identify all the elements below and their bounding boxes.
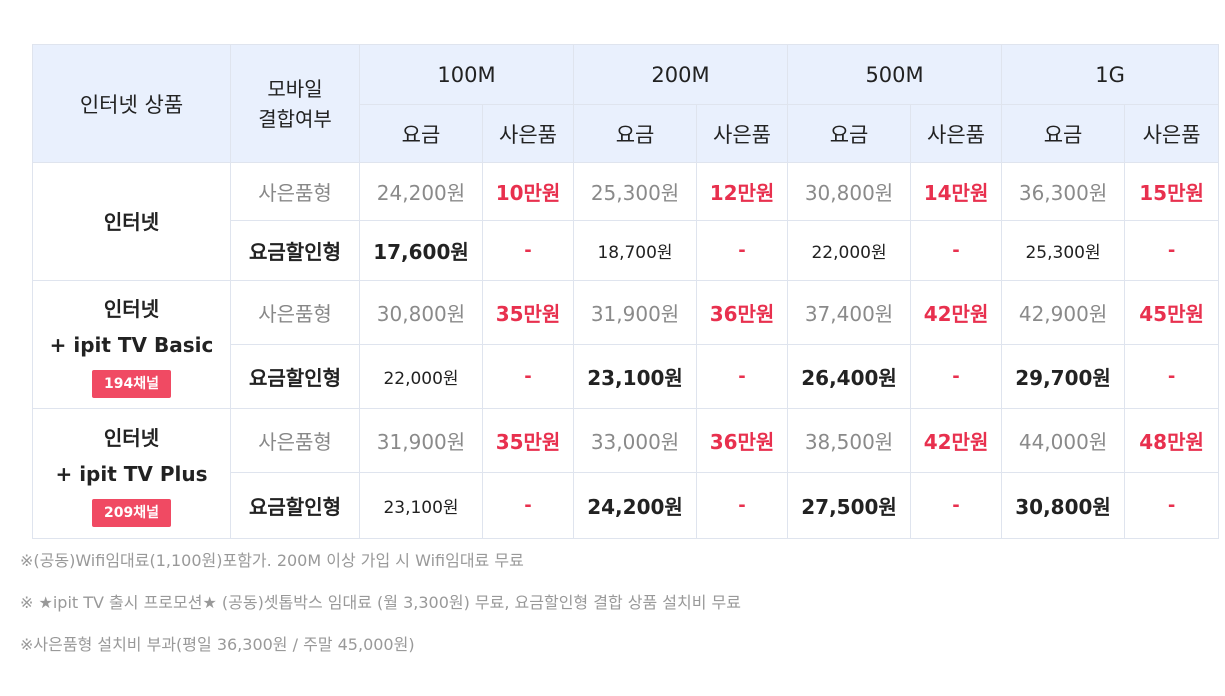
header-mobile-combo: 모바일 결합여부 xyxy=(230,44,360,163)
price-cell: 26,400원 xyxy=(787,344,912,409)
product-cell: 인터넷 + ipit TV Plus 209채널 xyxy=(32,408,231,539)
price-cell: 37,400원 xyxy=(787,280,912,345)
price-cell: 30,800원 xyxy=(359,280,483,345)
price-cell: 31,900원 xyxy=(573,280,698,345)
product-cell: 인터넷 + ipit TV Basic 194채널 xyxy=(32,280,231,409)
plan-type-discount: 요금할인형 xyxy=(230,472,360,539)
note-promotion: ※ ★ipit TV 출시 프로모션★ (공동)셋톱박스 임대료 (월 3,30… xyxy=(20,593,741,612)
price-cell: 24,200원 xyxy=(573,472,698,539)
price-cell: 22,000원 xyxy=(359,344,483,409)
product-addon: + ipit TV Plus xyxy=(55,461,208,486)
price-cell: 29,700원 xyxy=(1001,344,1126,409)
gift-cell: 45만원 xyxy=(1124,280,1220,345)
channel-badge: 209채널 xyxy=(92,498,171,527)
plan-type-discount: 요금할인형 xyxy=(230,220,360,281)
price-cell: 30,800원 xyxy=(787,162,912,221)
gift-cell: - xyxy=(481,344,575,409)
price-cell: 25,300원 xyxy=(573,162,698,221)
price-cell: 27,500원 xyxy=(787,472,912,539)
header-product: 인터넷 상품 xyxy=(32,44,231,163)
header-mobile-line1: 모바일 xyxy=(267,76,323,101)
gift-cell: 35만원 xyxy=(481,408,575,473)
header-mobile-line2: 결합여부 xyxy=(258,106,332,131)
plan-type-gift: 사은품형 xyxy=(230,408,360,473)
gift-cell: 35만원 xyxy=(481,280,575,345)
gift-cell: - xyxy=(910,344,1003,409)
header-speed-500m: 500M xyxy=(787,44,1003,105)
product-name: 인터넷 xyxy=(103,296,160,321)
price-cell: 38,500원 xyxy=(787,408,912,473)
gift-cell: - xyxy=(910,472,1003,539)
table-row: 인터넷 사은품형 24,200원 10만원 25,300원 12만원 30,80… xyxy=(32,162,1220,281)
gift-cell: - xyxy=(481,220,575,281)
product-cell: 인터넷 xyxy=(32,162,231,281)
gift-cell: 12만원 xyxy=(696,162,789,221)
price-cell: 24,200원 xyxy=(359,162,483,221)
header-fee: 요금 xyxy=(787,104,912,163)
channel-badge: 194채널 xyxy=(92,369,171,398)
product-name: 인터넷 xyxy=(103,425,160,450)
gift-cell: - xyxy=(1124,472,1220,539)
price-cell: 17,600원 xyxy=(359,220,483,281)
product-name: 인터넷 xyxy=(103,209,160,234)
table-row: 인터넷 + ipit TV Basic 194채널 사은품형 30,800원 3… xyxy=(32,280,1220,409)
price-cell: 42,900원 xyxy=(1001,280,1126,345)
gift-cell: - xyxy=(910,220,1003,281)
price-cell: 23,100원 xyxy=(359,472,483,539)
table-row: 인터넷 + ipit TV Plus 209채널 사은품형 31,900원 35… xyxy=(32,408,1220,539)
gift-cell: 42만원 xyxy=(910,408,1003,473)
note-wifi: ※(공동)Wifi임대료(1,100원)포함가. 200M 이상 가입 시 Wi… xyxy=(20,551,524,570)
gift-cell: 36만원 xyxy=(696,280,789,345)
price-cell: 31,900원 xyxy=(359,408,483,473)
header-fee: 요금 xyxy=(359,104,483,163)
plan-type-discount: 요금할인형 xyxy=(230,344,360,409)
header-gift: 사은품 xyxy=(696,104,789,163)
table-row: 요금할인형 23,100원 - 24,200원 - 27,500원 - 30,8… xyxy=(33,472,1220,539)
price-cell: 33,000원 xyxy=(573,408,698,473)
header-gift: 사은품 xyxy=(910,104,1003,163)
gift-cell: - xyxy=(696,220,789,281)
table-row: 요금할인형 22,000원 - 23,100원 - 26,400원 - 29,7… xyxy=(33,344,1220,409)
gift-cell: 36만원 xyxy=(696,408,789,473)
table-row: 요금할인형 17,600원 - 18,700원 - 22,000원 - 25,3… xyxy=(33,220,1220,281)
plan-type-gift: 사은품형 xyxy=(230,280,360,345)
gift-cell: 42만원 xyxy=(910,280,1003,345)
price-cell: 44,000원 xyxy=(1001,408,1126,473)
product-addon: + ipit TV Basic xyxy=(49,332,214,357)
gift-cell: - xyxy=(696,472,789,539)
gift-cell: - xyxy=(696,344,789,409)
gift-cell: - xyxy=(1124,344,1220,409)
price-table: 인터넷 상품 모바일 결합여부 100M 200M 500M 1G 요금 사은품… xyxy=(32,44,1220,539)
note-install-fee: ※사은품형 설치비 부과(평일 36,300원 / 주말 45,000원) xyxy=(20,635,415,654)
header-gift: 사은품 xyxy=(481,104,575,163)
gift-cell: 15만원 xyxy=(1124,162,1220,221)
price-cell: 22,000원 xyxy=(787,220,912,281)
price-cell: 25,300원 xyxy=(1001,220,1126,281)
header-speed-1g: 1G xyxy=(1001,44,1220,105)
notes-section: ※(공동)Wifi임대료(1,100원)포함가. 200M 이상 가입 시 Wi… xyxy=(20,548,741,674)
header-speed-100m: 100M xyxy=(358,44,575,105)
header-speed-200m: 200M xyxy=(573,44,789,105)
price-cell: 18,700원 xyxy=(573,220,698,281)
gift-cell: 14만원 xyxy=(910,162,1003,221)
gift-cell: - xyxy=(1124,220,1220,281)
gift-cell: 10만원 xyxy=(481,162,575,221)
header-fee: 요금 xyxy=(573,104,698,163)
header-gift: 사은품 xyxy=(1124,104,1220,163)
price-cell: 36,300원 xyxy=(1001,162,1126,221)
price-cell: 30,800원 xyxy=(1001,472,1126,539)
price-cell: 23,100원 xyxy=(573,344,698,409)
gift-cell: - xyxy=(481,472,575,539)
header-fee: 요금 xyxy=(1001,104,1126,163)
plan-type-gift: 사은품형 xyxy=(230,162,360,221)
gift-cell: 48만원 xyxy=(1124,408,1220,473)
